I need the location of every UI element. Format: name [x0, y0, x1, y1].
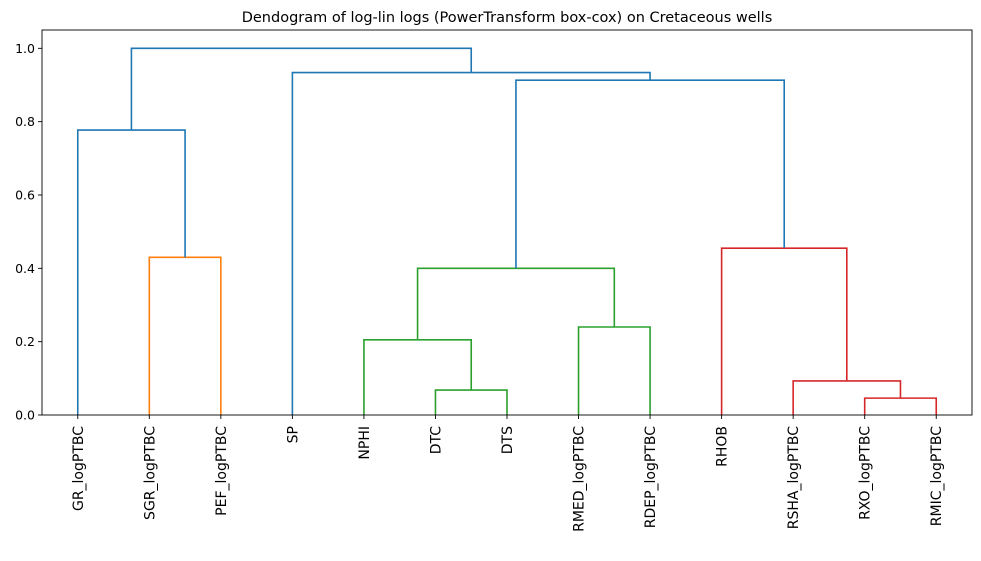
leaf-label-rhob: RHOB	[715, 426, 731, 467]
dendrogram-link-0	[434, 389, 508, 415]
leaf-label-rmed-logptbc: RMED_logPTBC	[572, 426, 588, 532]
leaf-label-sp: SP	[285, 426, 301, 443]
dendrogram-link-4	[577, 326, 651, 415]
leaf-label-sgr-logptbc: SGR_logPTBC	[142, 426, 158, 520]
y-tick-label: 0.8	[15, 114, 35, 129]
y-tick-label: 0.6	[15, 188, 35, 203]
y-axis: 0.0 0.2 0.4 0.6 0.8 1.0	[15, 41, 42, 423]
leaf-label-dtc: DTC	[428, 426, 444, 455]
leaf-label-rmic-logptbc: RMIC_logPTBC	[929, 426, 945, 526]
dendrogram-link-5	[416, 267, 616, 340]
leaf-label-pef-logptbc: PEF_logPTBC	[214, 426, 230, 516]
dendrogram-link-7	[720, 247, 848, 415]
dendrogram-link-8	[76, 129, 186, 415]
y-tick-label: 1.0	[15, 41, 35, 56]
leaf-label-rxo-logptbc: RXO_logPTBC	[858, 426, 874, 520]
dendrogram-link-9	[515, 79, 786, 269]
dendrogram-link-1	[863, 397, 938, 415]
leaf-label-nphi: NPHI	[357, 426, 373, 460]
chart-title: Dendogram of log-lin logs (PowerTransfor…	[242, 10, 773, 26]
dendrogram-link-6	[148, 256, 222, 415]
dendrogram-link-11	[130, 47, 473, 131]
x-axis: GR_logPTBC SGR_logPTBC PEF_logPTBC SP NPHI DT…	[71, 415, 945, 532]
leaf-label-dts: DTS	[500, 426, 516, 454]
dendrogram-links	[76, 47, 938, 415]
leaf-label-gr-logptbc: GR_logPTBC	[71, 426, 87, 511]
leaf-label-rsha-logptbc: RSHA_logPTBC	[786, 426, 802, 529]
y-tick-label: 0.4	[15, 261, 35, 276]
leaf-label-rdep-logptbc: RDEP_logPTBC	[643, 426, 659, 528]
dendrogram-link-3	[363, 339, 473, 415]
y-tick-label: 0.2	[15, 334, 35, 349]
y-tick-label: 0.0	[15, 408, 35, 423]
plot-frame	[41, 29, 973, 416]
